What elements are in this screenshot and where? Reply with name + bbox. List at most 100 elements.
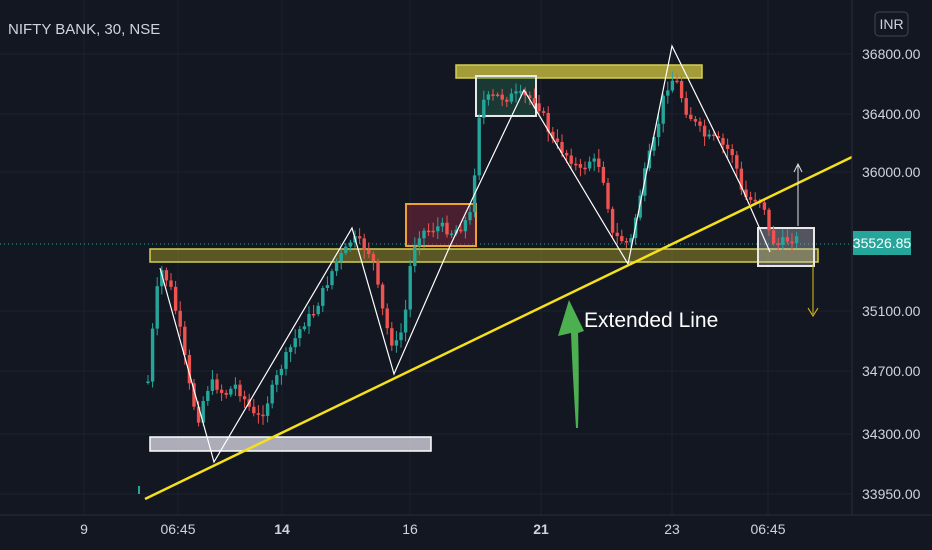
time-tick-label: 9 [80, 521, 88, 537]
price-tick-label: 35100.00 [862, 303, 921, 319]
candle-body [684, 98, 688, 115]
candle-body [514, 91, 518, 94]
candle-body [725, 144, 730, 150]
currency-label: INR [879, 16, 903, 32]
candle-body [252, 406, 256, 414]
candle-body [284, 352, 288, 369]
candle-body [344, 246, 348, 254]
price-tick-label: 36400.00 [862, 106, 921, 122]
candle-body [762, 202, 767, 210]
price-axis[interactable]: 36800.00 36400.00 36000.00 35100.00 34700.00… [862, 46, 921, 502]
candle-body [735, 155, 739, 169]
candle-body [495, 94, 500, 97]
candle-body [794, 236, 799, 244]
symbol-title: NIFTY BANK, 30, NSE [8, 21, 160, 38]
price-tick-label: 36800.00 [862, 46, 921, 62]
time-tick-label: 23 [664, 521, 680, 537]
candle-body [624, 241, 629, 243]
candle-body [574, 163, 578, 166]
candle-body [413, 246, 417, 267]
candle-body [578, 164, 583, 168]
candle-body [164, 270, 169, 281]
candle-body [790, 241, 794, 244]
candle-body [744, 189, 748, 198]
consolidation-box-top [475, 75, 537, 117]
candle-body [390, 328, 394, 346]
zigzag-wave-line[interactable] [159, 44, 771, 464]
time-tick-label: 06:45 [750, 521, 785, 537]
candle-body [334, 261, 339, 272]
time-axis[interactable]: 9 06:45 14 16 21 23 06:45 [80, 521, 786, 537]
candle-body [229, 388, 233, 395]
candle-body [325, 285, 330, 289]
demand-zone [149, 436, 432, 452]
candle-body [771, 230, 776, 244]
candle-body [505, 99, 509, 102]
candle-body [348, 242, 353, 247]
candle-body [265, 403, 270, 416]
candle-body [767, 209, 771, 231]
candle-body [541, 111, 546, 113]
candle-body [173, 286, 178, 311]
candle-body [486, 94, 491, 100]
candle-body [403, 309, 408, 333]
candle-body [224, 392, 228, 395]
target-arrow-up-head [793, 162, 803, 173]
candle-body [169, 280, 173, 287]
candle-body [215, 379, 219, 390]
candle-body [431, 230, 435, 233]
candle-body [449, 233, 454, 236]
candle-body [160, 270, 164, 287]
ascending-trendline[interactable] [144, 155, 853, 501]
candle-body [146, 381, 150, 384]
candle-body [739, 168, 744, 190]
candle-body [615, 232, 619, 237]
candle-body [270, 384, 274, 404]
candle-body [477, 117, 481, 176]
candle-body [583, 167, 587, 170]
extended-line-label: Extended Line [584, 309, 718, 332]
candle-body [362, 238, 366, 250]
candle-body [399, 332, 403, 341]
candle-body [293, 338, 297, 348]
candle-body [569, 155, 573, 164]
resistance-zone [455, 64, 703, 79]
candle-body [482, 99, 486, 118]
candle-body [785, 237, 790, 242]
candle-body [730, 149, 734, 156]
candle-body [610, 208, 615, 233]
candle-body [316, 305, 320, 315]
candle-body [597, 158, 601, 167]
candle-body [417, 238, 422, 247]
candle-body [776, 243, 780, 245]
candle-body [666, 90, 670, 96]
current-price-tag: 35526.85 [853, 231, 911, 255]
candle-body [376, 261, 380, 285]
candle-body [518, 91, 523, 93]
candle-body [620, 236, 624, 242]
candle-body [546, 112, 550, 132]
price-tick-label: 34700.00 [862, 363, 921, 379]
current-price-box [853, 231, 911, 255]
candle-body [459, 229, 463, 232]
candle-body [210, 379, 215, 391]
candle-body [440, 222, 445, 227]
candle-body [509, 93, 514, 102]
candle-body [321, 288, 325, 306]
time-tick-label: 14 [274, 521, 290, 537]
candle-body [150, 328, 155, 382]
candle-body [196, 406, 201, 423]
candle-body [138, 486, 140, 494]
candle-body [238, 384, 242, 397]
candle-body [357, 236, 362, 239]
consolidation-box-current [757, 227, 815, 267]
price-tick-label: 36000.00 [862, 164, 921, 180]
candle-body [219, 389, 224, 393]
currency-button[interactable]: INR [874, 11, 909, 37]
candle-body [592, 158, 596, 162]
candle-body [656, 123, 661, 138]
candle-body [702, 125, 707, 137]
candle-body [233, 384, 238, 389]
candle-body [532, 98, 537, 104]
